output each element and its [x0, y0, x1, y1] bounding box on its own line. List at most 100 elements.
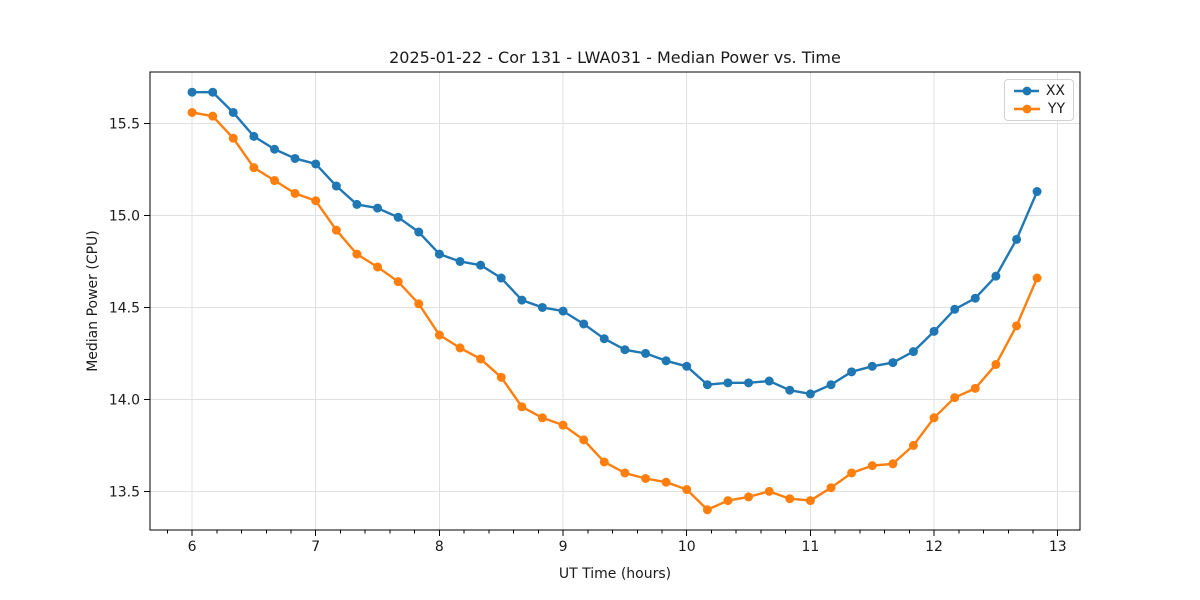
y-tick-label: 15.5 [109, 117, 140, 133]
gridlines [150, 72, 1080, 530]
data-point-yy [558, 420, 568, 430]
data-point-xx [434, 249, 444, 259]
data-point-yy [929, 413, 939, 423]
data-point-xx [249, 131, 259, 141]
data-point-xx [991, 271, 1001, 281]
data-point-xx [764, 376, 774, 386]
data-point-yy [950, 393, 960, 403]
data-point-xx [682, 361, 692, 371]
data-point-xx [290, 153, 300, 163]
data-point-xx [929, 326, 939, 336]
data-point-yy [352, 249, 362, 259]
data-point-xx [599, 334, 609, 344]
data-point-xx [352, 199, 362, 209]
data-point-yy [847, 468, 857, 478]
data-point-xx [785, 385, 795, 395]
data-point-yy [888, 459, 898, 469]
data-point-xx [950, 304, 960, 314]
xx-sample-marker [1022, 86, 1032, 96]
y-tick-label: 13.5 [109, 484, 140, 500]
data-point-yy [414, 299, 424, 309]
data-point-yy [208, 111, 218, 121]
data-point-yy [991, 359, 1001, 369]
x-tick-label: 8 [435, 539, 444, 555]
data-point-xx [702, 380, 712, 390]
data-point-xx [537, 302, 547, 312]
x-axis-label: UT Time (hours) [559, 566, 671, 582]
data-point-yy [764, 486, 774, 496]
data-point-yy [744, 492, 754, 502]
yy-series-sample-icon [1014, 104, 1040, 114]
data-point-yy [434, 330, 444, 340]
data-point-xx [187, 87, 197, 97]
data-point-xx [970, 293, 980, 303]
data-point-yy [723, 496, 733, 506]
data-point-yy [1012, 321, 1022, 331]
data-point-xx [1012, 234, 1022, 244]
y-tick-label: 14.5 [109, 300, 140, 316]
data-point-xx [867, 361, 877, 371]
x-tick-label: 13 [1049, 539, 1067, 555]
data-point-xx [476, 260, 486, 270]
data-point-yy [579, 435, 589, 445]
axes: 6 7 8 9 10 11 12 13 13.5 14.0 14.5 15.0 15.5 [109, 71, 1081, 555]
data-point-yy [1032, 273, 1042, 283]
data-point-yy [702, 505, 712, 515]
data-series [187, 87, 1042, 515]
data-point-yy [641, 473, 651, 483]
data-point-xx [228, 107, 238, 117]
data-point-yy [970, 383, 980, 393]
data-point-yy [537, 413, 547, 423]
data-point-xx [805, 389, 815, 399]
data-point-yy [826, 483, 836, 493]
data-point-xx [208, 87, 218, 97]
data-point-yy [496, 372, 506, 382]
x-tick-label: 12 [925, 539, 943, 555]
data-point-xx [311, 159, 321, 169]
legend: XX YY [1004, 79, 1074, 121]
data-point-yy [785, 494, 795, 504]
x-tick-label: 10 [678, 539, 696, 555]
data-point-xx [270, 144, 280, 154]
data-point-xx [847, 367, 857, 377]
data-point-xx [579, 319, 589, 329]
data-point-yy [331, 225, 341, 235]
data-point-yy [373, 262, 383, 272]
data-point-yy [620, 468, 630, 478]
x-tick-label: 7 [311, 539, 320, 555]
data-point-xx [744, 378, 754, 388]
data-point-yy [393, 277, 403, 287]
data-point-xx [558, 306, 568, 316]
data-point-yy [682, 485, 692, 495]
data-point-yy [228, 133, 238, 143]
data-point-yy [455, 343, 465, 353]
data-point-yy [805, 496, 815, 506]
data-point-xx [641, 348, 651, 358]
data-point-yy [867, 461, 877, 471]
xx-series-sample-icon [1014, 86, 1039, 96]
data-point-xx [517, 295, 527, 305]
data-point-yy [187, 107, 197, 117]
plot-border [149, 71, 1081, 531]
data-point-xx [455, 256, 465, 266]
data-point-xx [1032, 187, 1042, 197]
chart-title: 2025-01-22 - Cor 131 - LWA031 - Median P… [389, 48, 841, 67]
data-point-yy [270, 176, 280, 186]
legend-item: YY [1013, 100, 1065, 118]
data-point-xx [908, 347, 918, 357]
data-point-yy [908, 440, 918, 450]
data-point-xx [373, 203, 383, 213]
data-point-xx [496, 273, 506, 283]
data-point-yy [599, 457, 609, 467]
x-tick-label: 9 [559, 539, 568, 555]
y-tick-label: 14.0 [109, 392, 140, 408]
legend-item: XX [1013, 82, 1065, 100]
data-point-yy [517, 402, 527, 412]
data-point-yy [249, 163, 259, 173]
data-point-xx [331, 181, 341, 191]
data-point-yy [311, 196, 321, 206]
x-tick-label: 11 [801, 539, 819, 555]
data-point-xx [723, 378, 733, 388]
data-point-xx [620, 345, 630, 355]
